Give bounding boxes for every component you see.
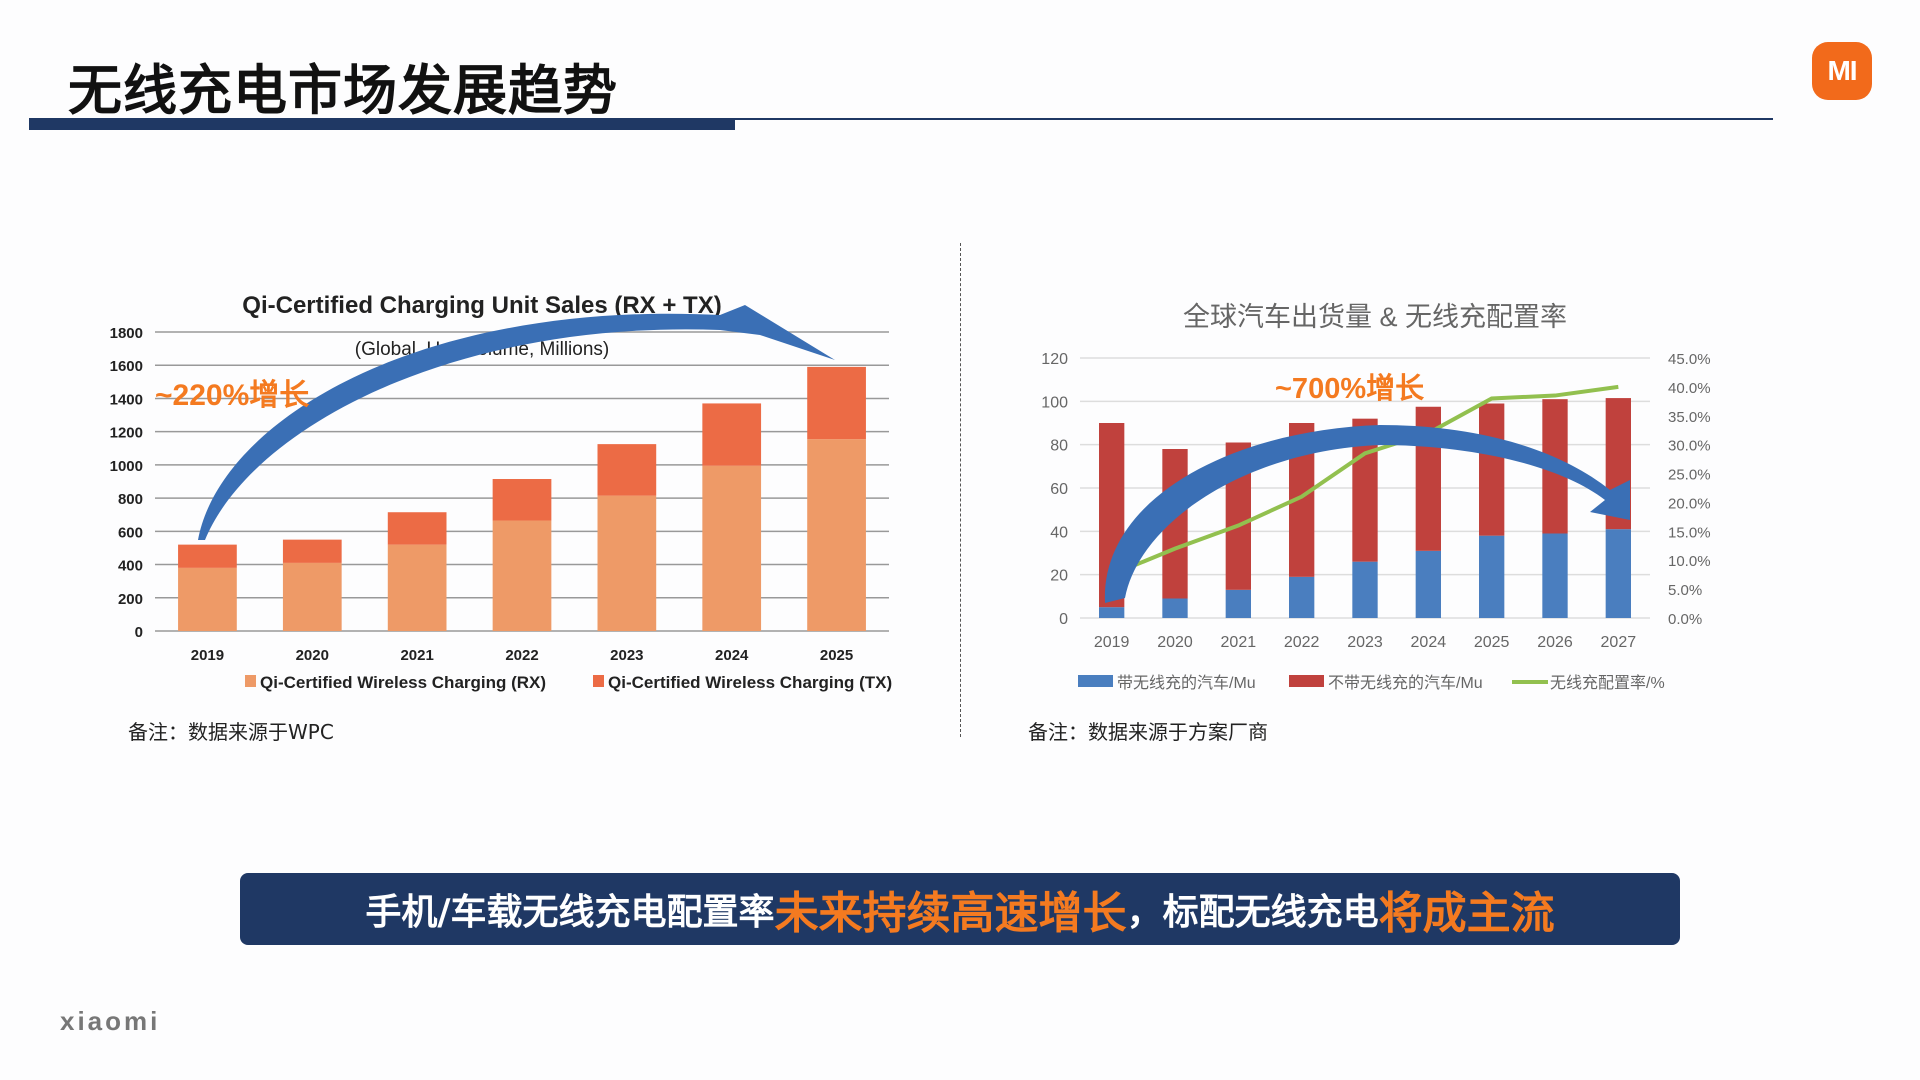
- x-tick-label: 2024: [715, 647, 749, 664]
- y-tick-label: 1600: [110, 358, 143, 375]
- y-tick-label: 1400: [110, 391, 143, 408]
- legend-label: Qi-Certified Wireless Charging (TX): [608, 673, 892, 692]
- right-chart-note: 备注：数据来源于方案厂商: [1028, 720, 1268, 744]
- y-tick-label: 80: [1050, 438, 1068, 455]
- legend-label: 不带无线充的汽车/Mu: [1328, 674, 1483, 692]
- x-tick-label: 2022: [505, 647, 538, 664]
- y-tick-label: 800: [118, 491, 143, 508]
- title-underline: [29, 118, 1773, 120]
- bar-2026-series-0: [1542, 533, 1568, 618]
- y-tick-label: 1200: [110, 425, 143, 442]
- bar-2025-series-1: [807, 366, 866, 440]
- y2-tick-label: 0.0%: [1668, 611, 1702, 628]
- x-tick-label: 2022: [1284, 634, 1320, 651]
- bar-2021-series-1: [387, 512, 447, 545]
- mi-logo: MI: [1812, 42, 1872, 100]
- growth-arrow: [198, 305, 835, 540]
- left-growth-annotation: ~220%增长: [155, 379, 309, 412]
- bar-2027-series-0: [1605, 529, 1631, 618]
- bar-2024-series-0: [702, 465, 762, 631]
- bar-2024-series-1: [702, 403, 762, 466]
- bar-2023-series-0: [597, 495, 657, 631]
- x-tick-label: 2020: [296, 647, 329, 664]
- bar-2023-series-0: [1352, 561, 1378, 618]
- banner-text-1: 手机/车载无线充电配置率: [365, 892, 775, 933]
- y2-tick-label: 25.0%: [1668, 467, 1711, 484]
- y2-tick-label: 35.0%: [1668, 409, 1711, 426]
- y-tick-label: 100: [1041, 394, 1068, 411]
- banner-highlight-2: 将成主流: [1378, 888, 1555, 939]
- divider: [960, 243, 961, 737]
- y-tick-label: 1000: [110, 458, 143, 475]
- bar-2022-series-1: [492, 479, 552, 521]
- y-tick-label: 120: [1041, 351, 1068, 368]
- y-tick-label: 0: [135, 624, 143, 641]
- bar-2022-series-0: [492, 520, 552, 631]
- y-tick-label: 1800: [110, 325, 143, 342]
- x-tick-label: 2020: [1157, 634, 1193, 651]
- legend-label: Qi-Certified Wireless Charging (RX): [260, 673, 546, 692]
- y-tick-label: 40: [1050, 524, 1068, 541]
- legend-swatch: [593, 675, 604, 687]
- page-title: 无线充电市场发展趋势: [68, 59, 618, 122]
- y-tick-label: 200: [118, 591, 143, 608]
- x-tick-label: 2027: [1601, 634, 1637, 651]
- legend-swatch: [1078, 675, 1113, 687]
- x-tick-label: 2025: [1474, 634, 1510, 651]
- legend-swatch: [1289, 675, 1324, 687]
- title-accent-bar: [29, 118, 735, 130]
- left-chart-note: 备注：数据来源于WPC: [128, 720, 334, 744]
- bar-2019-series-1: [178, 544, 237, 568]
- x-tick-label: 2025: [820, 647, 853, 664]
- y2-tick-label: 5.0%: [1668, 582, 1702, 599]
- bar-2023-series-1: [597, 444, 657, 496]
- legend-label: 无线充配置率/%: [1550, 674, 1665, 692]
- legend-label: 带无线充的汽车/Mu: [1117, 674, 1256, 692]
- y2-tick-label: 45.0%: [1668, 351, 1711, 368]
- legend-swatch: [245, 675, 256, 687]
- x-tick-label: 2026: [1537, 634, 1573, 651]
- x-tick-label: 2023: [1347, 634, 1383, 651]
- bar-2024-series-0: [1415, 550, 1441, 618]
- bar-2020-series-0: [1162, 598, 1188, 618]
- x-tick-label: 2024: [1411, 634, 1447, 651]
- summary-banner: 手机/车载无线充电配置率 未来持续高速增长 ，标配无线充电 将成主流: [240, 873, 1680, 945]
- bar-2022-series-0: [1289, 576, 1315, 618]
- bar-2019-series-0: [1099, 607, 1125, 618]
- x-tick-label: 2019: [1094, 634, 1130, 651]
- y2-tick-label: 10.0%: [1668, 553, 1711, 570]
- banner-text-2: ，标配无线充电: [1126, 892, 1379, 933]
- bar-2020-series-0: [282, 562, 342, 631]
- y-tick-label: 400: [118, 558, 143, 575]
- bar-2025-series-1: [1479, 403, 1505, 536]
- x-tick-label: 2019: [191, 647, 224, 664]
- y2-tick-label: 40.0%: [1668, 380, 1711, 397]
- x-tick-label: 2021: [1221, 634, 1257, 651]
- y2-tick-label: 30.0%: [1668, 438, 1711, 455]
- y-tick-label: 0: [1059, 611, 1068, 628]
- y-tick-label: 20: [1050, 568, 1068, 585]
- right-chart-title: 全球汽车出货量 & 无线充配置率: [1183, 302, 1567, 332]
- y-tick-label: 60: [1050, 481, 1068, 498]
- bar-2020-series-1: [282, 539, 342, 563]
- xiaomi-logo: xiaomi: [60, 1006, 161, 1036]
- bar-2019-series-0: [178, 567, 237, 631]
- bar-2021-series-0: [387, 544, 447, 631]
- bar-2021-series-0: [1225, 589, 1251, 618]
- y2-tick-label: 20.0%: [1668, 495, 1711, 512]
- bar-2025-series-0: [807, 439, 866, 631]
- right-growth-annotation: ~700%增长: [1275, 372, 1425, 405]
- x-tick-label: 2021: [400, 647, 433, 664]
- x-tick-label: 2023: [610, 647, 643, 664]
- banner-highlight-1: 未来持续高速增长: [774, 888, 1127, 939]
- growth-arrow: [1104, 425, 1630, 603]
- rate-line: [1110, 384, 1619, 577]
- bar-2025-series-0: [1479, 535, 1505, 618]
- y-tick-label: 600: [118, 524, 143, 541]
- y2-tick-label: 15.0%: [1668, 524, 1711, 541]
